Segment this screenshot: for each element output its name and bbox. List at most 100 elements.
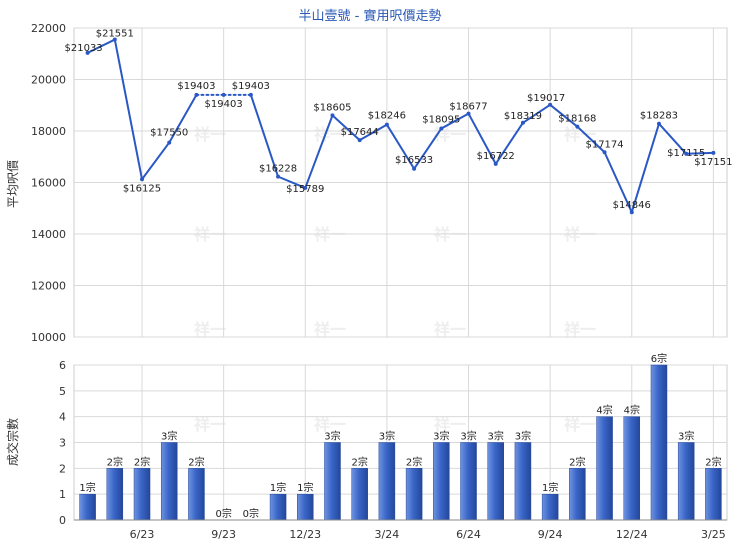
- watermark-text: 祥一: [314, 415, 346, 434]
- price-line-segment: [385, 123, 416, 170]
- price-point: [684, 151, 689, 156]
- price-data-label: $16125: [123, 183, 161, 194]
- watermark-text: 祥一: [434, 125, 466, 144]
- volume-bar: [677, 442, 695, 521]
- bar-y-tick-label: 2: [59, 462, 66, 475]
- price-data-label: $16533: [395, 155, 433, 166]
- price-line-segment: [467, 112, 497, 165]
- price-data-label: $21551: [96, 29, 134, 40]
- volume-bar: [106, 468, 124, 521]
- price-line-segment: [277, 175, 307, 189]
- price-point: [167, 140, 172, 145]
- volume-data-label: 2宗: [705, 455, 721, 468]
- volume-data-label: 3宗: [460, 430, 476, 443]
- price-line-segment: [168, 93, 198, 144]
- volume-bar: [160, 442, 178, 521]
- volume-bar: [351, 468, 368, 521]
- volume-bar: [569, 468, 586, 521]
- bar-y-tick-label: 0: [59, 514, 66, 527]
- price-point: [276, 174, 281, 179]
- price-point: [602, 150, 607, 155]
- volume-bar: [623, 416, 641, 521]
- volume-data-label: 6宗: [651, 352, 667, 365]
- watermark-text: 祥一: [564, 415, 596, 434]
- price-data-label: $17550: [150, 128, 188, 139]
- price-point: [548, 102, 553, 107]
- price-data-label: $18246: [368, 111, 406, 122]
- price-line-segment: [331, 114, 361, 142]
- watermark-text: 祥一: [434, 415, 466, 434]
- watermark-text: 祥一: [564, 125, 596, 144]
- volume-data-label: 1宗: [542, 481, 558, 494]
- volume-bar: [487, 442, 504, 521]
- volume-data-label: 3宗: [433, 430, 449, 443]
- price-line-segment: [521, 103, 552, 124]
- price-data-label: $17644: [341, 127, 379, 138]
- line-y-tick-label: 14000: [31, 228, 66, 241]
- price-data-label: $14846: [613, 200, 651, 211]
- price-point: [575, 124, 580, 129]
- volume-bar: [705, 468, 722, 521]
- price-point: [303, 185, 308, 190]
- bar-y-axis-label: 成交宗數: [5, 418, 20, 466]
- volume-data-label: 2宗: [107, 455, 123, 468]
- x-tick-label: 3/24: [375, 528, 400, 541]
- price-data-label: $17174: [585, 139, 623, 150]
- volume-bar: [324, 442, 341, 521]
- price-data-label: $18677: [449, 102, 487, 113]
- price-data-label: $18283: [640, 111, 678, 122]
- price-data-label: $15789: [286, 184, 324, 195]
- price-point: [85, 50, 90, 55]
- price-data-label: $18095: [422, 115, 460, 126]
- price-line-segment: [141, 141, 171, 181]
- volume-bar: [460, 442, 477, 521]
- price-data-label: $18168: [558, 114, 596, 125]
- price-point: [357, 138, 362, 143]
- price-line-segment: [249, 93, 280, 178]
- line-y-tick-label: 16000: [31, 177, 66, 190]
- price-point: [656, 121, 661, 126]
- price-data-label: $19403: [232, 81, 270, 92]
- price-data-label: $19403: [177, 81, 215, 92]
- watermark-text: 祥一: [434, 320, 466, 339]
- volume-data-label: 1宗: [79, 481, 95, 494]
- watermark-text: 祥一: [194, 320, 226, 339]
- x-tick-label: 6/24: [456, 528, 481, 541]
- price-point: [466, 111, 471, 116]
- price-data-label: $17151: [694, 157, 732, 168]
- price-data-label: $21033: [65, 43, 103, 54]
- volume-bar: [79, 493, 96, 521]
- price-line-segment: [685, 151, 715, 155]
- price-point: [384, 122, 389, 127]
- watermark-text: 祥一: [314, 320, 346, 339]
- price-point: [330, 113, 335, 118]
- x-tick-label: 12/23: [289, 528, 321, 541]
- volume-data-label: 2宗: [188, 455, 204, 468]
- volume-data-label: 4宗: [624, 404, 640, 417]
- price-point: [520, 120, 525, 125]
- price-point: [194, 92, 199, 97]
- price-point: [711, 150, 716, 155]
- line-y-tick-label: 12000: [31, 280, 66, 293]
- price-data-label: $16228: [259, 164, 297, 175]
- price-data-label: $19017: [527, 93, 565, 104]
- volume-data-label: 1宗: [297, 481, 313, 494]
- price-point: [629, 210, 634, 215]
- line-y-tick-label: 18000: [31, 125, 66, 138]
- x-tick-label: 9/23: [211, 528, 236, 541]
- bar-y-tick-label: 3: [59, 437, 66, 450]
- price-data-label: $17115: [667, 148, 705, 159]
- price-line-segment: [494, 121, 524, 165]
- line-y-tick-label: 20000: [31, 74, 66, 87]
- bar-y-tick-label: 5: [59, 385, 66, 398]
- watermark-text: 祥一: [194, 415, 226, 434]
- price-line-segment: [86, 38, 116, 54]
- price-point: [248, 92, 253, 97]
- volume-data-label: 3宗: [515, 430, 531, 443]
- volume-data-label: 1宗: [270, 481, 286, 494]
- volume-bar: [378, 442, 396, 521]
- watermark-text: 祥一: [564, 320, 596, 339]
